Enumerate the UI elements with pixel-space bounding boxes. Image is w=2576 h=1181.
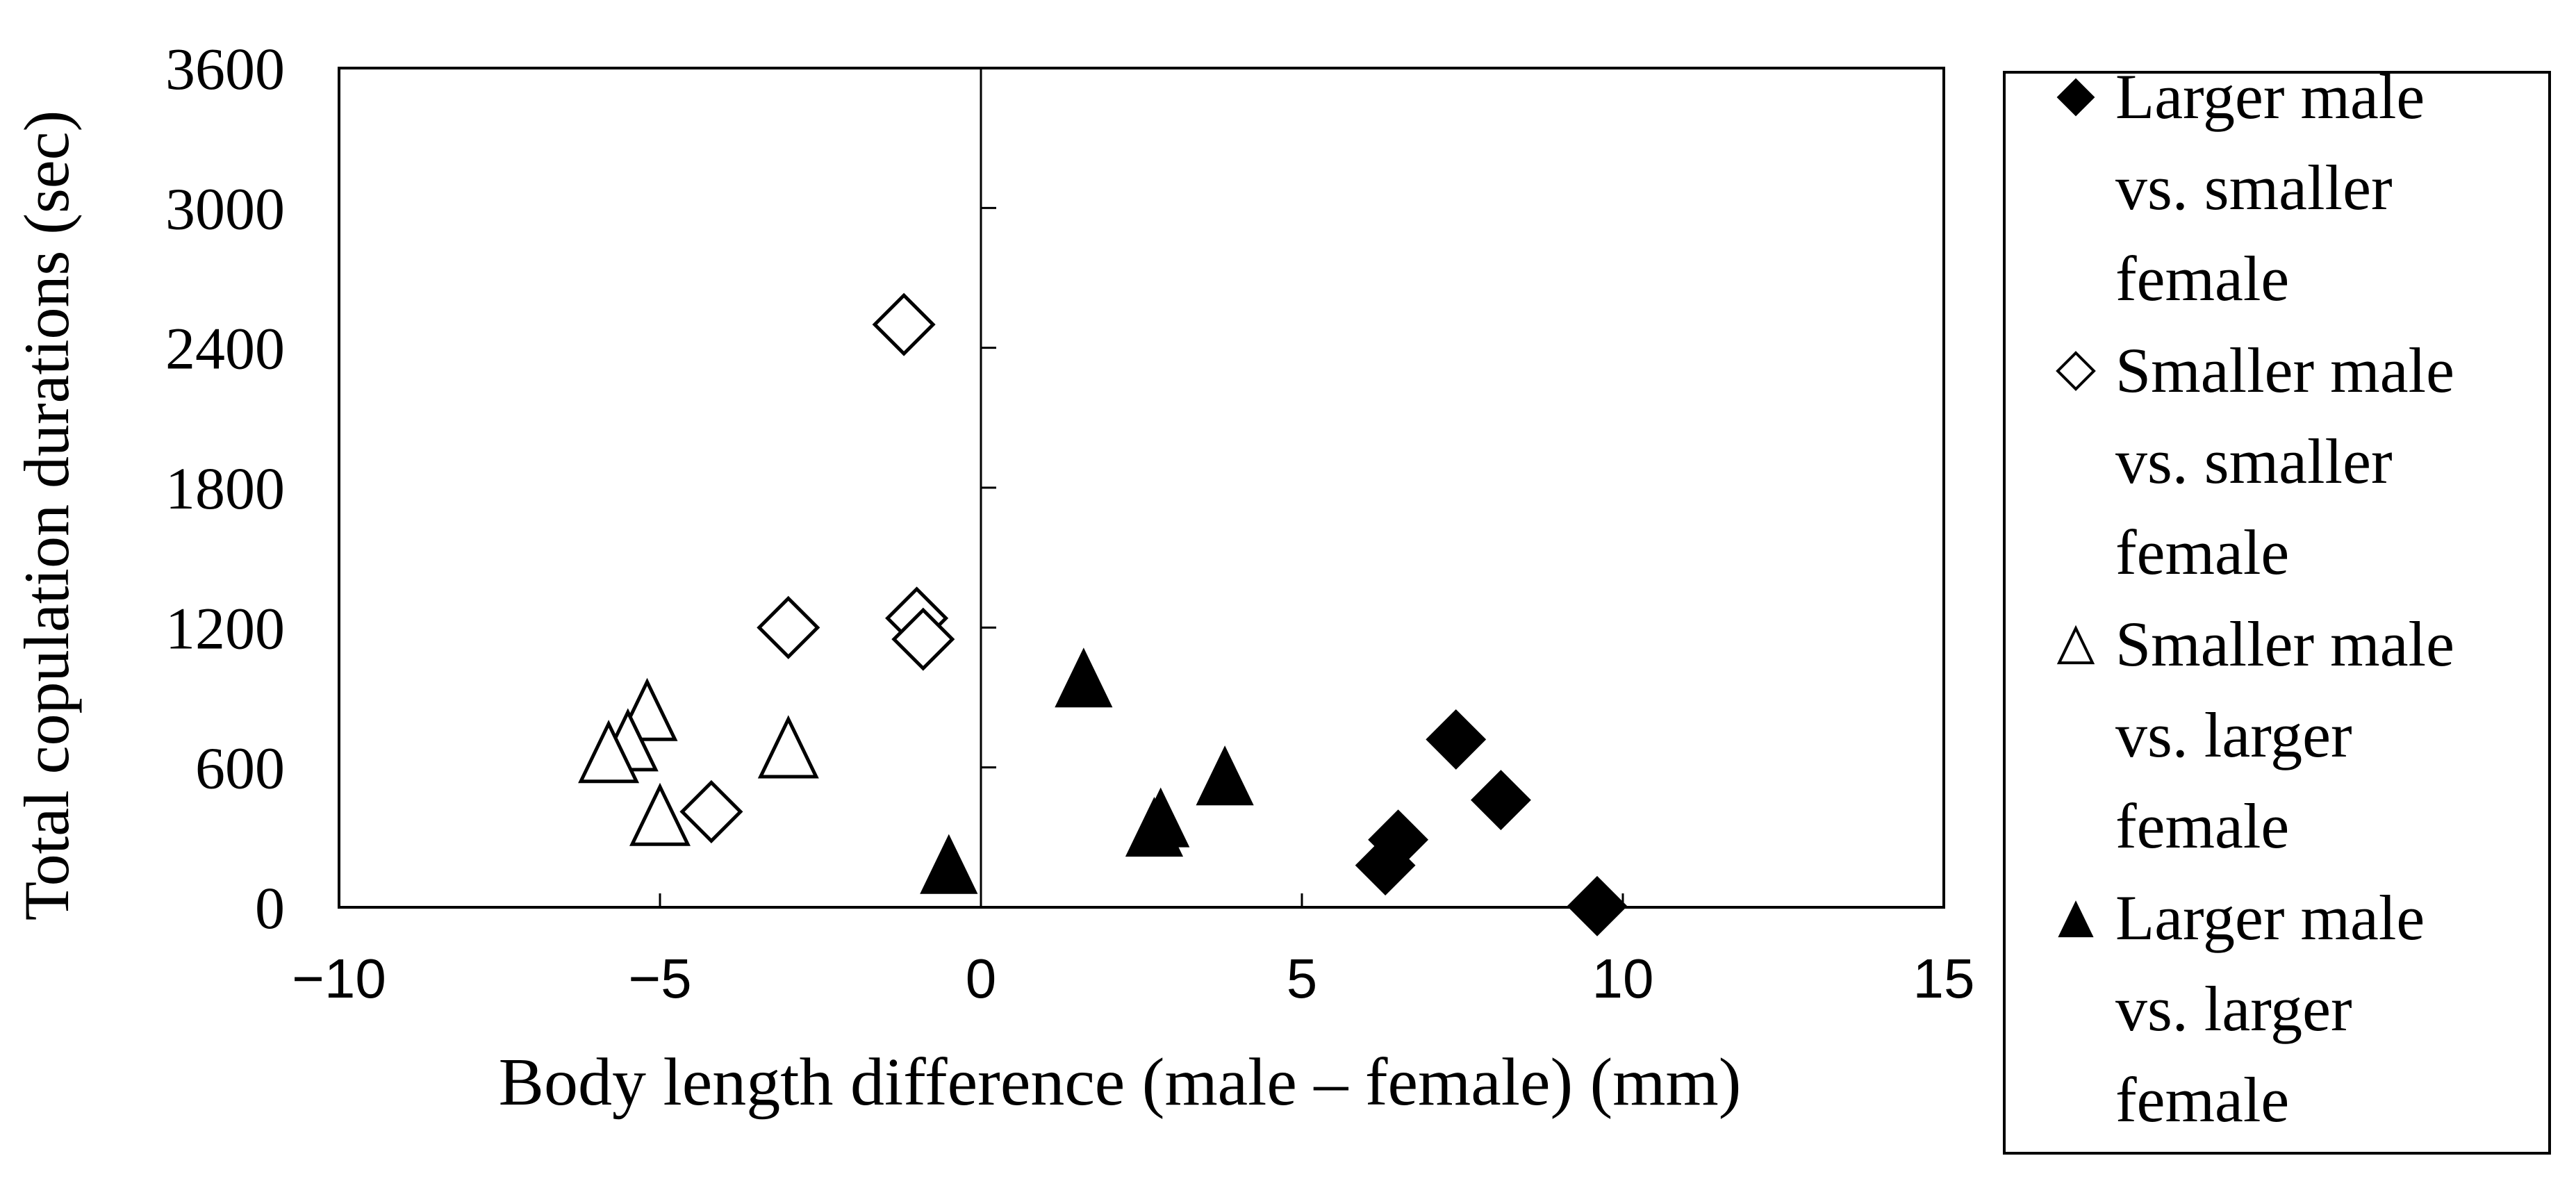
x-axis-title: Body length difference (male – female) (… [499,1045,1742,1120]
legend-label-line: vs. smaller [2115,426,2393,497]
y-tick-label: 0 [255,875,285,941]
legend-filled-triangle-entry: Larger male vs. larger female [2058,882,2425,1135]
legend-open-diamond-entry: Smaller male vs. smaller female [2056,335,2454,588]
x-tick-label: 15 [1913,948,1975,1009]
filled-diamond-point [1355,835,1416,896]
legend-open-diamond-marker [2056,351,2096,391]
legend-filled-triangle-marker [2058,900,2094,938]
y-tick-label: 3000 [165,175,285,242]
legend-label-line: Larger male [2115,882,2425,953]
legend-label-line: vs. larger [2115,973,2352,1044]
legend-label-line: Smaller male [2115,335,2454,406]
legend-filled-diamond-entry: Larger male vs. smaller female [2056,61,2425,314]
filled-triangle-point [920,834,978,894]
plot-area [338,67,1945,909]
x-tick-labels: −10 −5 0 5 10 15 [292,948,1974,1009]
y-tick-label: 2400 [165,315,285,382]
open-diamond-point [872,292,936,356]
legend-box [2003,71,2551,1155]
legend-open-triangle-marker [2056,625,2095,665]
x-tick-label: −5 [628,948,691,1009]
open-triangle-point [578,720,640,784]
legend-label-line: vs. smaller [2115,152,2393,223]
open-diamond-point [679,779,743,843]
y-tick-label: 3600 [165,35,285,102]
y-tick-label: 1800 [165,455,285,522]
data-points [578,292,1628,936]
x-tick-label: 5 [1287,948,1318,1009]
y-axis-title: Total copulation durations (sec) [11,110,82,920]
x-tick-label: 10 [1592,948,1654,1009]
open-diamond-point [891,607,955,671]
legend-label-line: Larger male [2115,61,2425,132]
open-triangle-point [629,782,691,846]
legend-label-line: vs. larger [2115,700,2352,770]
legend-open-triangle-entry: Smaller male vs. larger female [2056,609,2454,861]
filled-triangle-point [1132,787,1190,848]
legend-filled-diamond-marker [2056,78,2095,117]
legend-label-line: Smaller male [2115,609,2454,679]
y-tick-labels: 0 600 1200 1800 2400 3000 3600 [165,35,285,941]
y-tick-label: 1200 [165,595,285,661]
x-tick-label: 0 [966,948,997,1009]
filled-diamond-point [1471,770,1531,831]
x-tick-label: −10 [292,948,386,1009]
filled-triangle-point [1196,745,1254,806]
legend-label-line: female [2115,791,2289,861]
legend-label-line: female [2115,1064,2289,1135]
open-triangle-point [757,715,819,779]
legend-label-line: female [2115,517,2289,588]
filled-triangle-point [1055,647,1113,708]
filled-diamond-point [1567,875,1628,936]
y-tick-label: 600 [195,735,285,802]
legend-label-line: female [2115,243,2289,314]
open-diamond-point [757,595,820,659]
filled-diamond-point [1426,709,1487,770]
